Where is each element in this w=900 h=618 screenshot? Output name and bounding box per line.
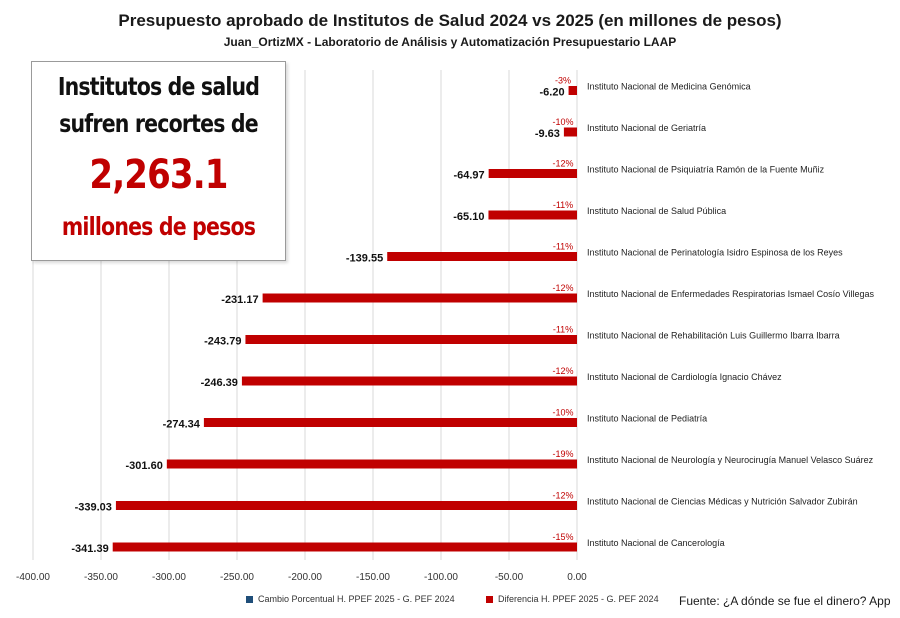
x-tick-label: -400.00 xyxy=(16,572,50,583)
category-label: Instituto Nacional de Pediatría xyxy=(587,414,707,424)
legend-label-pct: Cambio Porcentual H. PPEF 2025 - G. PEF … xyxy=(258,594,455,604)
bar-diferencia xyxy=(387,252,577,261)
legend-label-diff: Diferencia H. PPEF 2025 - G. PEF 2024 xyxy=(498,594,659,604)
category-label: Instituto Nacional de Rehabilitación Lui… xyxy=(587,331,840,341)
bar-value-label: -274.34 xyxy=(163,419,201,431)
bar-value-label: -243.79 xyxy=(204,336,241,348)
legend-item-diff: Diferencia H. PPEF 2025 - G. PEF 2024 xyxy=(486,594,659,604)
bar-diferencia xyxy=(115,501,578,510)
pct-change-label: -19% xyxy=(552,449,573,459)
category-label: Instituto Nacional de Psiquiatría Ramón … xyxy=(587,165,825,175)
category-label: Instituto Nacional de Medicina Genómica xyxy=(587,82,751,92)
category-label: Instituto Nacional de Neurología y Neuro… xyxy=(587,455,874,465)
bar-diferencia xyxy=(203,418,578,427)
category-label: Instituto Nacional de Perinatología Isid… xyxy=(587,248,843,258)
pct-change-label: -12% xyxy=(552,491,573,501)
bar-value-label: -6.20 xyxy=(539,87,564,99)
bar-diferencia xyxy=(563,127,577,137)
x-tick-label: -300.00 xyxy=(152,572,186,583)
legend-item-pct: Cambio Porcentual H. PPEF 2025 - G. PEF … xyxy=(246,594,455,604)
summary-callout: Institutos de salud sufren recortes de 2… xyxy=(31,61,286,261)
pct-change-label: -3% xyxy=(555,76,571,86)
bar-value-label: -231.17 xyxy=(221,294,258,306)
bar-value-label: -64.97 xyxy=(453,170,484,182)
pct-change-label: -10% xyxy=(552,408,573,418)
bar-diferencia xyxy=(262,293,577,303)
pct-change-label: -15% xyxy=(552,532,573,542)
x-tick-label: -200.00 xyxy=(288,572,322,583)
pct-change-label: -12% xyxy=(552,366,573,376)
bar-value-label: -65.10 xyxy=(453,211,484,223)
bar-diferencia xyxy=(166,459,577,469)
bar-value-label: -301.60 xyxy=(126,460,163,472)
chart-subtitle: Juan_OrtizMX - Laboratorio de Análisis y… xyxy=(223,35,677,49)
pct-change-label: -10% xyxy=(552,117,573,127)
category-label: Instituto Nacional de Enfermedades Respi… xyxy=(587,289,874,299)
bar-diferencia xyxy=(568,86,577,95)
bar-value-label: -246.39 xyxy=(201,377,238,389)
pct-change-label: -11% xyxy=(553,325,573,335)
bar-value-label: -341.39 xyxy=(71,543,108,555)
pct-change-label: -12% xyxy=(552,159,573,169)
legend-swatch-diff xyxy=(486,596,493,604)
pct-change-label: -12% xyxy=(552,283,573,293)
x-tick-label: -350.00 xyxy=(84,572,118,583)
bar-diferencia xyxy=(488,210,577,220)
bar-diferencia xyxy=(245,335,577,344)
bar-value-label: -339.03 xyxy=(75,502,112,514)
bar-diferencia xyxy=(112,542,578,552)
pct-change-label: -11% xyxy=(553,200,573,210)
category-label: Instituto Nacional de Cancerología xyxy=(587,538,725,548)
source-note: Fuente: ¿A dónde se fue el dinero? App xyxy=(679,594,891,608)
category-label: Instituto Nacional de Cardiología Ignaci… xyxy=(587,372,782,382)
callout-line-1: Institutos de salud xyxy=(57,72,260,101)
category-label: Instituto Nacional de Salud Pública xyxy=(587,206,726,216)
bar-diferencia xyxy=(488,169,577,178)
chart-title: Presupuesto aprobado de Institutos de Sa… xyxy=(118,11,782,30)
bar-value-label: -9.63 xyxy=(535,128,560,140)
category-label: Instituto Nacional de Ciencias Médicas y… xyxy=(587,497,858,507)
x-tick-label: -100.00 xyxy=(424,572,458,583)
bar-diferencia xyxy=(241,376,577,386)
callout-line-2: sufren recortes de xyxy=(59,109,259,138)
pct-change-label: -11% xyxy=(553,242,573,252)
x-tick-label: -250.00 xyxy=(220,572,254,583)
callout-amount: 2,263.1 xyxy=(89,152,228,198)
x-tick-label: 0.00 xyxy=(567,572,587,583)
legend-swatch-pct xyxy=(246,596,253,604)
x-tick-label: -50.00 xyxy=(495,572,524,583)
x-tick-label: -150.00 xyxy=(356,572,390,583)
category-label: Instituto Nacional de Geriatría xyxy=(587,123,706,133)
bar-value-label: -139.55 xyxy=(346,253,383,265)
callout-line-4: millones de pesos xyxy=(61,212,256,241)
